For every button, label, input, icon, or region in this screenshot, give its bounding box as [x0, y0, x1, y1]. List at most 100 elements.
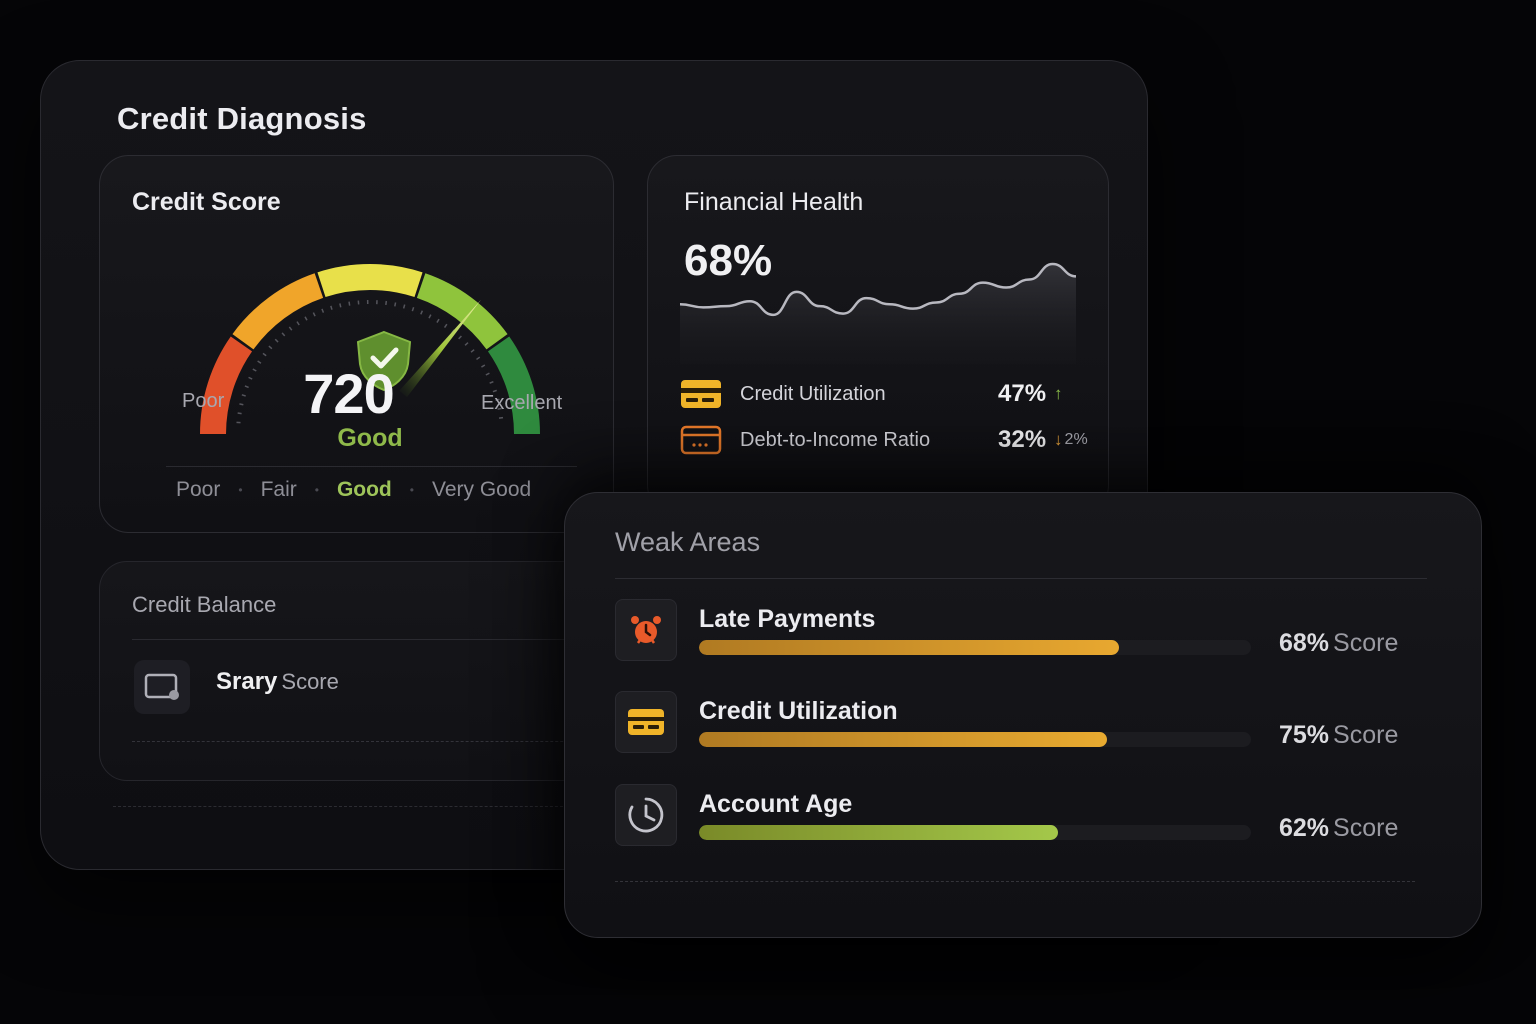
dashed-divider [113, 806, 573, 807]
gauge-tick [321, 308, 325, 313]
gauge-tick [428, 314, 432, 319]
trend-indicator: ↓ 2% [1054, 430, 1088, 450]
credit-card-icon [615, 691, 677, 753]
wallet-icon [134, 660, 190, 714]
balance-item: Srary Score [216, 668, 339, 696]
gauge-tick [288, 326, 293, 331]
gauge-tick [348, 301, 351, 306]
trend-indicator: ↑ [1054, 384, 1063, 404]
credit-score-rating: Good [337, 424, 403, 452]
score-label: Score [1333, 629, 1399, 657]
weak-item-label: Account Age [699, 790, 853, 818]
credit-score-card[interactable]: Credit Score Poor Excellent 720 Good [99, 155, 614, 533]
gauge-tick [241, 394, 246, 397]
gauge-needle [399, 299, 481, 398]
gauge-tick [458, 335, 462, 340]
separator-dot: • [409, 483, 414, 497]
balance-item-label: Score [281, 669, 339, 694]
gauge-tick [257, 360, 262, 364]
gauge-tick [443, 323, 448, 328]
gauge-tick [402, 304, 406, 309]
balance-item-name: Srary [216, 668, 278, 695]
dashed-divider [132, 741, 618, 742]
gauge-tick [239, 403, 244, 406]
progress-fill [699, 640, 1119, 655]
credit-card-icon [680, 378, 722, 410]
score-percent: 75% [1279, 721, 1330, 749]
alarm-clock-icon [615, 599, 677, 661]
gauge-tick [281, 332, 286, 337]
score-percent: 68% [1279, 629, 1330, 657]
score-label: Score [1333, 814, 1399, 842]
gauge-tick [244, 385, 249, 389]
score-label: Score [1333, 721, 1399, 749]
credit-score-gauge [200, 264, 540, 434]
weak-item-account-age[interactable]: Account Age 62% Score [615, 784, 1435, 846]
gauge-tick [248, 376, 253, 380]
gauge-segment-very-good [416, 273, 508, 350]
financial-health-value: 68% [684, 236, 773, 285]
clock-icon [615, 784, 677, 846]
gauge-segment-fair [232, 273, 324, 350]
weak-item-late-payments[interactable]: Late Payments 68% Score [615, 599, 1435, 661]
gauge-segment-excellent [487, 336, 540, 434]
metric-label: Debt-to-Income Ratio [740, 428, 931, 451]
gauge-tick [268, 345, 273, 350]
gauge-min-label: Poor [182, 390, 225, 412]
divider [166, 466, 577, 467]
credit-score-title: Credit Score [132, 188, 281, 216]
divider [132, 639, 618, 640]
gauge-tick [312, 312, 316, 317]
weak-areas-title: Weak Areas [615, 527, 761, 557]
gauge-tick [262, 352, 267, 357]
separator-dot: • [238, 483, 243, 497]
gauge-tick [485, 372, 490, 376]
scale-item-very-good: Very Good [431, 478, 532, 501]
gauge-tick [394, 302, 397, 307]
credit-balance-card[interactable]: Credit Balance Srary Score [99, 561, 619, 781]
gauge-tick [495, 398, 500, 402]
weak-item-label: Late Payments [699, 605, 876, 633]
progress-fill [699, 825, 1058, 840]
metric-label: Credit Utilization [740, 382, 886, 405]
divider [615, 578, 1427, 579]
progress-track [699, 825, 1251, 840]
gauge-segment-good [317, 264, 423, 298]
financial-health-card[interactable]: Financial Health 68% Credit Utilization … [647, 155, 1109, 515]
gauge-tick [339, 303, 342, 308]
gauge-tick [436, 318, 440, 323]
progress-track [699, 732, 1251, 747]
financial-health-sparkline [680, 262, 1077, 364]
financial-health-title: Financial Health [684, 188, 864, 216]
weak-item-score: 68% Score [1279, 629, 1398, 658]
gauge-tick [237, 412, 242, 415]
gauge-tick [252, 368, 257, 372]
card-outline-icon [680, 424, 722, 456]
gauge-tick [411, 307, 415, 312]
gauge-tick [274, 338, 279, 343]
page-title: Credit Diagnosis [117, 101, 367, 136]
metric-credit-utilization[interactable]: Credit Utilization 47% ↑ [680, 376, 1110, 412]
score-scale: Poor • Fair • Good • Very Good [174, 478, 533, 502]
sparkline-line [680, 262, 1077, 317]
progress-track [699, 640, 1251, 655]
progress-fill [699, 732, 1108, 747]
gauge-tick [476, 356, 481, 361]
shield-check-icon [356, 330, 412, 392]
metric-debt-to-income[interactable]: Debt-to-Income Ratio 32% ↓ 2% [680, 422, 1110, 458]
trend-note: 2% [1064, 431, 1088, 448]
credit-balance-title: Credit Balance [132, 592, 277, 617]
gauge-tick [481, 364, 486, 368]
gauge-tick [464, 342, 469, 346]
gauge-tick [497, 407, 502, 410]
weak-item-score: 62% Score [1279, 814, 1398, 843]
weak-areas-card[interactable]: Weak Areas Late Payments 68% Score Credit… [564, 492, 1482, 938]
weak-item-credit-utilization[interactable]: Credit Utilization 75% Score [615, 691, 1435, 753]
arrow-up-icon: ↑ [1054, 384, 1063, 403]
gauge-tick [420, 310, 424, 315]
gauge-max-label: Excellent [481, 392, 563, 414]
scale-item-good: Good [336, 478, 392, 501]
gauge-tick [304, 316, 308, 321]
gauge-tick [330, 305, 333, 310]
credit-score-value: 720 [303, 362, 394, 425]
